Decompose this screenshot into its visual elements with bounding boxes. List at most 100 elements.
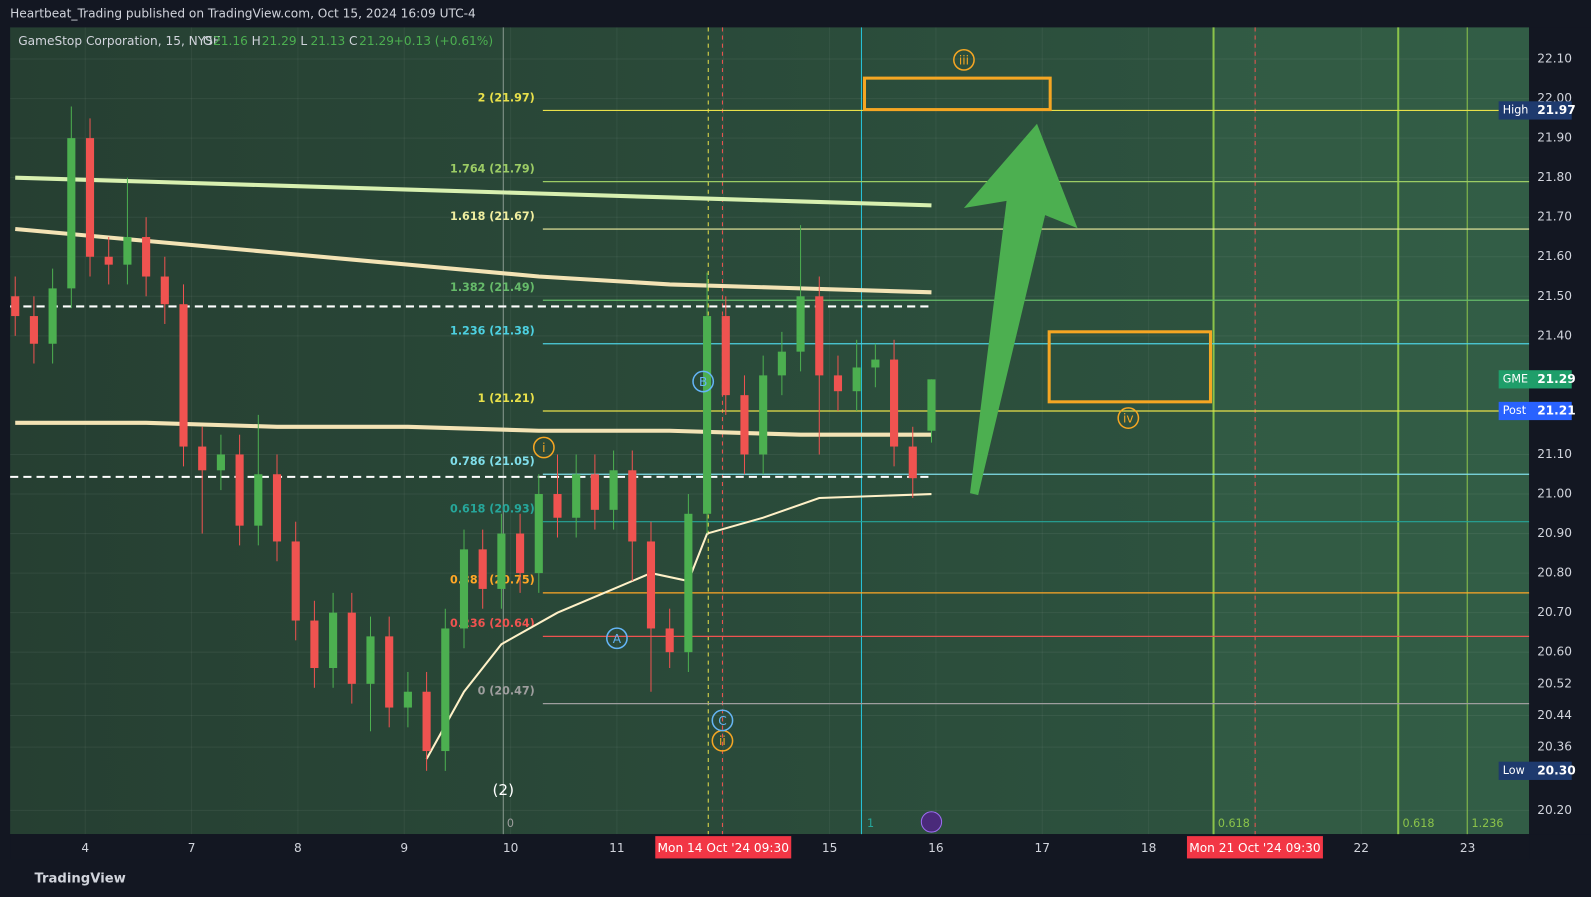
candle-body	[815, 296, 824, 376]
wave-label: (2)	[492, 781, 514, 799]
y-tick-label: 21.80	[1537, 170, 1572, 184]
price-axis	[1529, 27, 1591, 835]
wave-circle	[606, 627, 628, 650]
x-tick-label: 10	[503, 841, 518, 855]
y-tick-label: 20.60	[1537, 645, 1572, 659]
y-tick-label: 21.50	[1537, 289, 1572, 303]
candle-body	[48, 288, 57, 344]
target-box	[862, 76, 1052, 112]
candle-body	[235, 454, 244, 526]
fib-label: 1.236 (21.38)	[450, 325, 535, 338]
x-tick-label: Mon 21 Oct '24 09:30	[1189, 841, 1320, 855]
x-tick-label: 9	[400, 841, 408, 855]
candle-body	[142, 236, 151, 277]
candle-body	[908, 446, 917, 479]
legend-key: C	[349, 34, 357, 48]
y-tick-label: 21.90	[1537, 131, 1572, 145]
y-tick-label: 20.36	[1537, 740, 1572, 754]
legend-key: O	[203, 34, 213, 48]
candle-body	[796, 296, 805, 352]
price-label-name: GME	[1503, 372, 1528, 385]
candle-body	[422, 691, 431, 752]
candle-body	[534, 494, 543, 574]
x-tick-label: 17	[1035, 841, 1050, 855]
price-label-value: 21.21	[1537, 403, 1575, 417]
grid	[10, 27, 1530, 835]
legend-value: 21.29	[262, 34, 297, 48]
candle-body	[385, 636, 394, 708]
fib-label: 0.382 (20.75)	[450, 574, 535, 587]
x-tick-label: 11	[609, 841, 624, 855]
y-tick-label: 20.80	[1537, 566, 1572, 580]
fib-label: 0.786 (21.05)	[450, 455, 535, 468]
candle-body	[684, 513, 693, 653]
candle-body	[67, 138, 76, 289]
candle-body	[759, 375, 768, 455]
candle-body	[777, 351, 786, 376]
candle-body	[478, 549, 487, 589]
wave-label: iii	[959, 53, 969, 67]
fib-label: 0.236 (20.64)	[450, 617, 535, 630]
price-label-value: 20.30	[1537, 763, 1575, 777]
candle-body	[123, 236, 132, 265]
candle-body	[403, 691, 412, 708]
candle-body	[590, 474, 599, 510]
fib-label: 0 (20.47)	[478, 684, 535, 697]
legend-value: 21.16	[213, 34, 248, 48]
x-tick-label: 15	[822, 841, 837, 855]
time-fib-label: 0.618	[1218, 817, 1250, 830]
candle-body	[703, 316, 712, 514]
wave-label: C	[718, 714, 726, 728]
moving-average	[15, 226, 932, 295]
price-label-box	[1498, 370, 1572, 389]
legend-key: H	[252, 34, 261, 48]
target-box	[1047, 330, 1213, 404]
fib-label: 0.618 (20.93)	[450, 503, 535, 516]
candle-body	[833, 375, 843, 392]
candle-body	[366, 636, 375, 684]
fib-label: 1.618 (21.67)	[450, 210, 535, 223]
wave-label: iv	[1123, 412, 1134, 426]
x-tick-highlight	[1186, 836, 1323, 859]
candle-body	[628, 470, 637, 542]
fib-label: 1 (21.21)	[478, 392, 535, 405]
time-fib-label: 0	[507, 817, 514, 830]
candle-body	[216, 454, 225, 471]
y-tick-label: 21.40	[1537, 328, 1572, 342]
candle-body	[646, 541, 656, 629]
price-label-name: Post	[1503, 404, 1527, 417]
price-label-box	[1498, 101, 1572, 120]
y-tick-label: 20.52	[1537, 676, 1572, 690]
fib-label: 1.382 (21.49)	[450, 281, 535, 294]
x-tick-label: 4	[81, 841, 89, 855]
x-tick-label: 22	[1354, 841, 1369, 855]
footer: TradingView	[34, 872, 125, 887]
y-tick-label: 21.10	[1537, 447, 1572, 461]
candle-body	[329, 612, 338, 669]
wave-label: B	[699, 375, 707, 389]
candle-body	[516, 533, 525, 574]
candle-body	[459, 549, 469, 629]
price-label-value: 21.29	[1537, 372, 1575, 386]
fib-label: 2 (21.97)	[478, 91, 535, 104]
moving-average	[15, 420, 932, 437]
candle-body	[29, 316, 38, 344]
projection-zone	[1213, 27, 1530, 835]
y-tick-label: 20.70	[1537, 605, 1572, 619]
wave-label: ii	[719, 734, 726, 748]
candle-body	[85, 138, 95, 257]
y-tick-label: 20.44	[1537, 708, 1572, 722]
icon	[920, 811, 943, 833]
candle-body	[272, 474, 282, 542]
candle-body	[609, 470, 618, 510]
x-tick-highlight	[655, 836, 792, 859]
candle-body	[441, 628, 450, 752]
moving-average	[15, 175, 932, 208]
x-tick-label: 7	[188, 841, 196, 855]
y-tick-label: 21.00	[1537, 487, 1572, 501]
candle-body	[740, 395, 749, 455]
candle-body	[291, 541, 300, 621]
